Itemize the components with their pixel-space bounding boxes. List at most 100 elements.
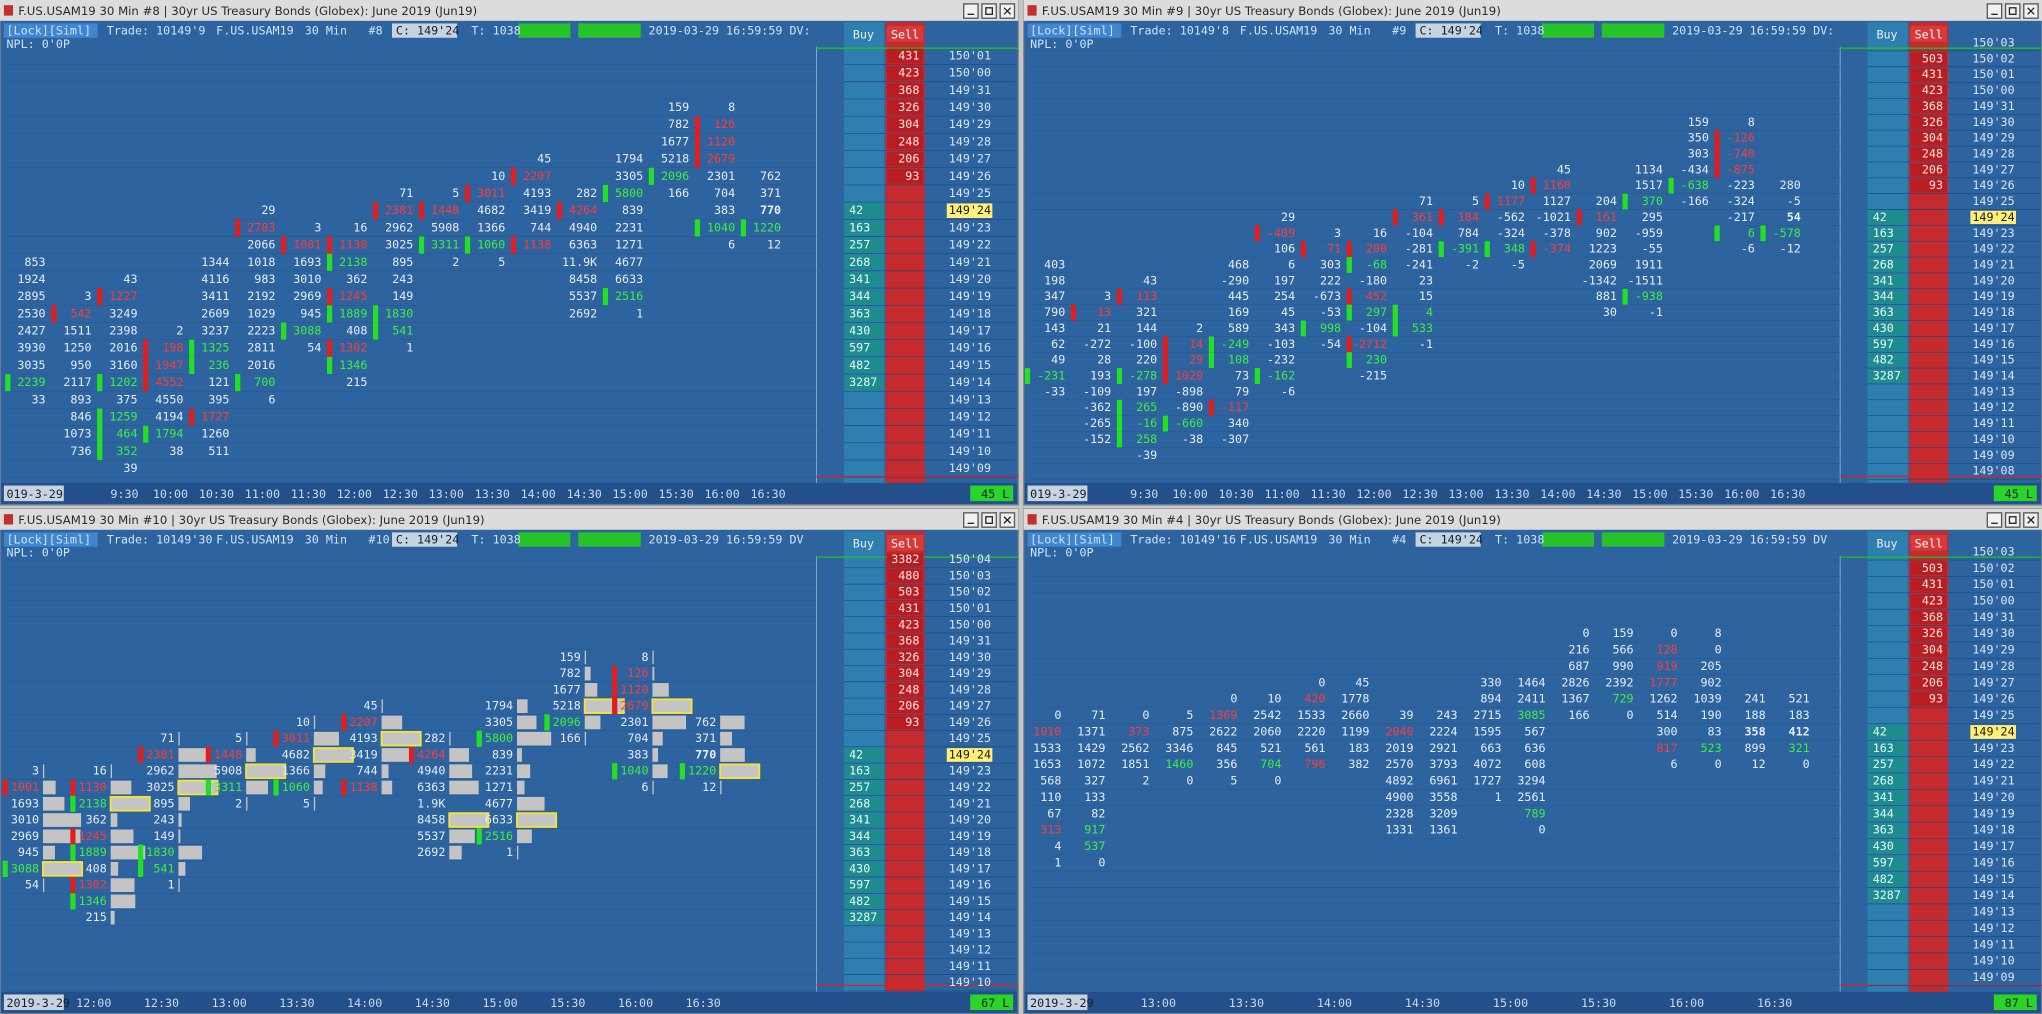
sell-header-box bbox=[886, 534, 924, 551]
price-label: 149'15 bbox=[949, 894, 991, 908]
footprint-cell: -434 bbox=[1681, 162, 1709, 176]
footprint-cell: 356 bbox=[1216, 757, 1237, 771]
footprint-cell: -231 bbox=[1037, 369, 1065, 383]
footprint-cell: 241 bbox=[1745, 692, 1766, 706]
price-label: 149'28 bbox=[1972, 146, 2014, 160]
footprint-cell: 1794 bbox=[615, 152, 643, 166]
close-box bbox=[391, 532, 458, 547]
footprint-cell: 166 bbox=[1568, 708, 1589, 722]
price-label: 149'26 bbox=[949, 169, 991, 183]
footprint-cell: 1366 bbox=[282, 764, 310, 778]
date-label: 019-3-29 bbox=[1030, 487, 1086, 501]
minimize-button[interactable] bbox=[1986, 3, 2003, 19]
header-close: C: 149'24 bbox=[1420, 24, 1483, 38]
sell-cell bbox=[1910, 561, 1947, 576]
footprint-cell: 917 bbox=[1084, 823, 1105, 837]
footprint-cell: 371 bbox=[695, 731, 716, 745]
maximize-button[interactable] bbox=[981, 512, 997, 528]
maximize-button[interactable] bbox=[2004, 3, 2021, 19]
footprint-cell: 5218 bbox=[661, 152, 689, 166]
footprint-cell: 71 bbox=[1327, 242, 1341, 256]
buy-value: 482 bbox=[1873, 872, 1894, 886]
footprint-cell: 983 bbox=[254, 272, 275, 286]
mode-box bbox=[1027, 532, 1122, 547]
footprint-cell: 0 bbox=[1715, 643, 1722, 657]
footprint-cell: 8 bbox=[728, 100, 735, 114]
footprint-cell: 537 bbox=[1084, 839, 1105, 853]
buy-header: Buy bbox=[853, 28, 874, 42]
delta-strip bbox=[612, 763, 618, 780]
footprint-cell: 3 bbox=[32, 764, 39, 778]
footprint-cell: 1260 bbox=[201, 427, 229, 441]
sell-header: Sell bbox=[891, 537, 919, 551]
footprint-cell: 1202 bbox=[109, 375, 137, 389]
delta-strip bbox=[612, 665, 618, 682]
footprint-cell: 4264 bbox=[569, 203, 597, 217]
volume-bar bbox=[178, 862, 186, 876]
footprint-cell: 2895 bbox=[17, 289, 45, 303]
footprint-cell: 1367 bbox=[1561, 692, 1589, 706]
footprint-cell: 5537 bbox=[417, 829, 445, 843]
buy-cell bbox=[1868, 757, 1907, 772]
footprint-cell: 29 bbox=[1281, 210, 1295, 224]
minimize-button[interactable] bbox=[963, 512, 979, 528]
delta-strip bbox=[327, 288, 333, 306]
footprint-cell: 6 bbox=[1288, 258, 1295, 272]
header-interval: 30 Min bbox=[1328, 533, 1370, 547]
footprint-cell: 11.9K bbox=[562, 255, 597, 269]
minimize-button[interactable] bbox=[963, 3, 979, 19]
footprint-cell: 523 bbox=[1700, 741, 1721, 755]
footprint-cell: 895 bbox=[153, 796, 174, 810]
footprint-cell: 3237 bbox=[201, 324, 229, 338]
footprint-cell: 3 bbox=[1334, 226, 1341, 240]
badge: 45 L bbox=[981, 487, 1009, 501]
footprint-cell: 566 bbox=[1612, 643, 1633, 657]
app-icon bbox=[3, 5, 14, 16]
date-box bbox=[3, 994, 64, 1011]
footprint-cell: 1177 bbox=[1497, 194, 1525, 208]
maximize-button[interactable] bbox=[2004, 512, 2021, 528]
buy-cell bbox=[1868, 888, 1907, 903]
maximize-button[interactable] bbox=[981, 3, 997, 19]
footprint-cell: 67 bbox=[1047, 806, 1061, 820]
volume-bar bbox=[449, 829, 475, 844]
footprint-cell: 1223 bbox=[1589, 242, 1617, 256]
minimize-button[interactable] bbox=[1986, 512, 2003, 528]
volume-bar bbox=[584, 715, 601, 730]
window-title: F.US.USAM19 30 Min #10 | 30yr US Treasur… bbox=[18, 513, 484, 527]
footprint-cell: 2069 bbox=[1589, 258, 1617, 272]
header-interval: 30 Min bbox=[305, 24, 347, 38]
volume-bar bbox=[381, 780, 393, 795]
close-glyph bbox=[2027, 516, 2035, 524]
footprint-cell: 108 bbox=[1228, 353, 1249, 367]
footprint-cell: 1134 bbox=[1635, 162, 1663, 176]
status-box bbox=[1601, 532, 1665, 547]
sell-value: 326 bbox=[1922, 626, 1943, 640]
footprint-cell: 0 bbox=[1230, 692, 1237, 706]
last-price-box bbox=[946, 748, 993, 762]
buy-value: 42 bbox=[1873, 210, 1887, 224]
sell-value: 423 bbox=[1922, 594, 1943, 608]
footprint-cell: 2207 bbox=[523, 169, 551, 183]
sell-value: 93 bbox=[905, 715, 919, 729]
footprint-cell: 3160 bbox=[109, 358, 137, 372]
footprint-cell: -5 bbox=[1511, 258, 1525, 272]
buy-cell bbox=[845, 894, 883, 909]
footprint-cell: 204 bbox=[1596, 194, 1617, 208]
price-label: 149'30 bbox=[949, 650, 991, 664]
price-label: 150'02 bbox=[949, 585, 991, 599]
buy-cell bbox=[845, 796, 883, 811]
footprint-cell: 1130 bbox=[79, 780, 107, 794]
time-label: 15:30 bbox=[550, 996, 585, 1010]
footprint-cell: 5 bbox=[498, 255, 505, 269]
footprint-cell: 1029 bbox=[247, 306, 275, 320]
delta-strip bbox=[1024, 368, 1031, 384]
footprint-cell: 1138 bbox=[523, 238, 551, 252]
buy-value: 163 bbox=[849, 220, 870, 234]
header-trade: Trade: 10149'9 bbox=[107, 24, 206, 38]
footprint-cell: 700 bbox=[254, 375, 275, 389]
price-label: 149'16 bbox=[1972, 337, 2014, 351]
footprint-cell: 2138 bbox=[79, 796, 107, 810]
footprint-cell: 106 bbox=[1274, 242, 1295, 256]
footprint-cell: 0 bbox=[1186, 774, 1193, 788]
